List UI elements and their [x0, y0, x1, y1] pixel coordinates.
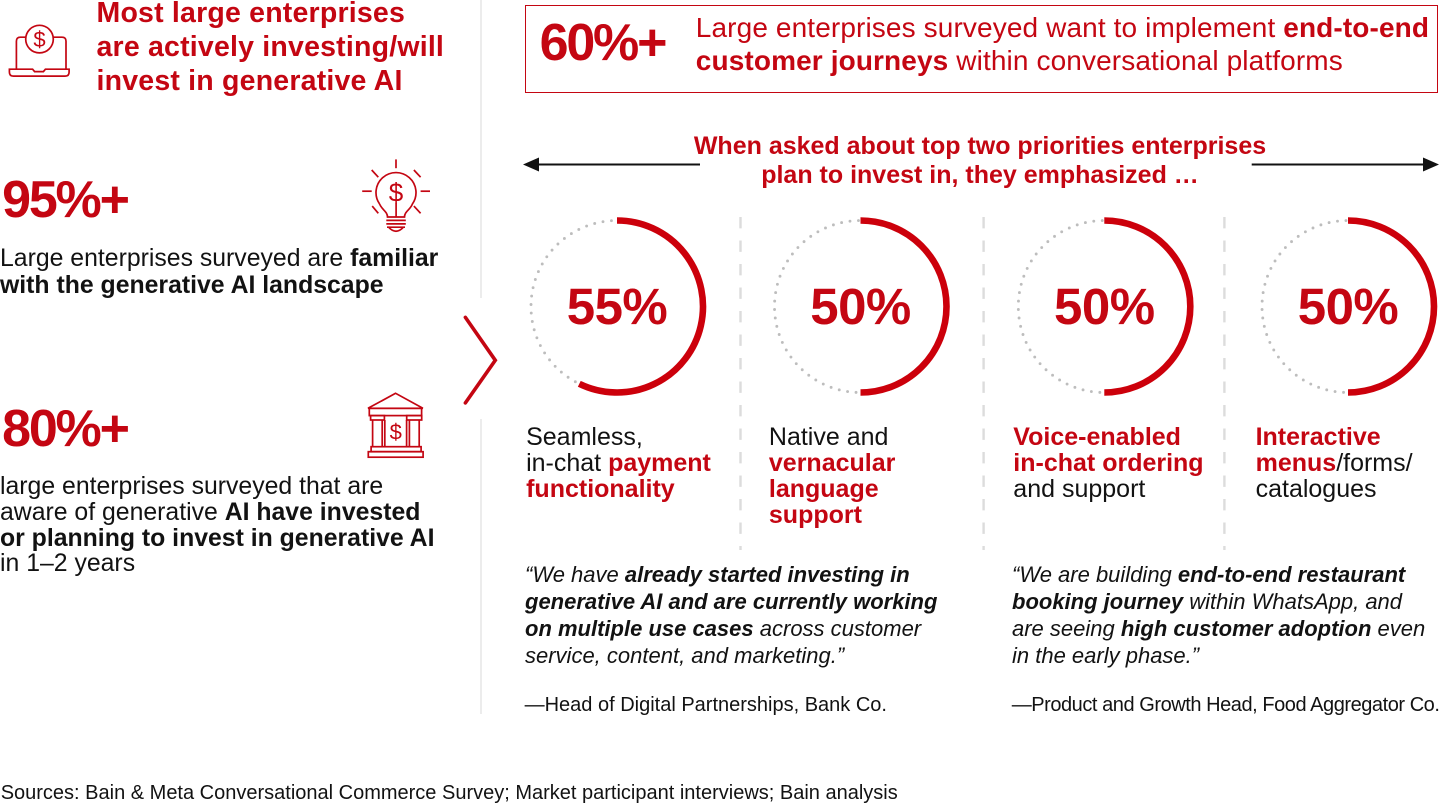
svg-text:$: $ [390, 420, 402, 445]
svg-text:$: $ [389, 178, 404, 208]
svg-text:$: $ [33, 27, 45, 52]
